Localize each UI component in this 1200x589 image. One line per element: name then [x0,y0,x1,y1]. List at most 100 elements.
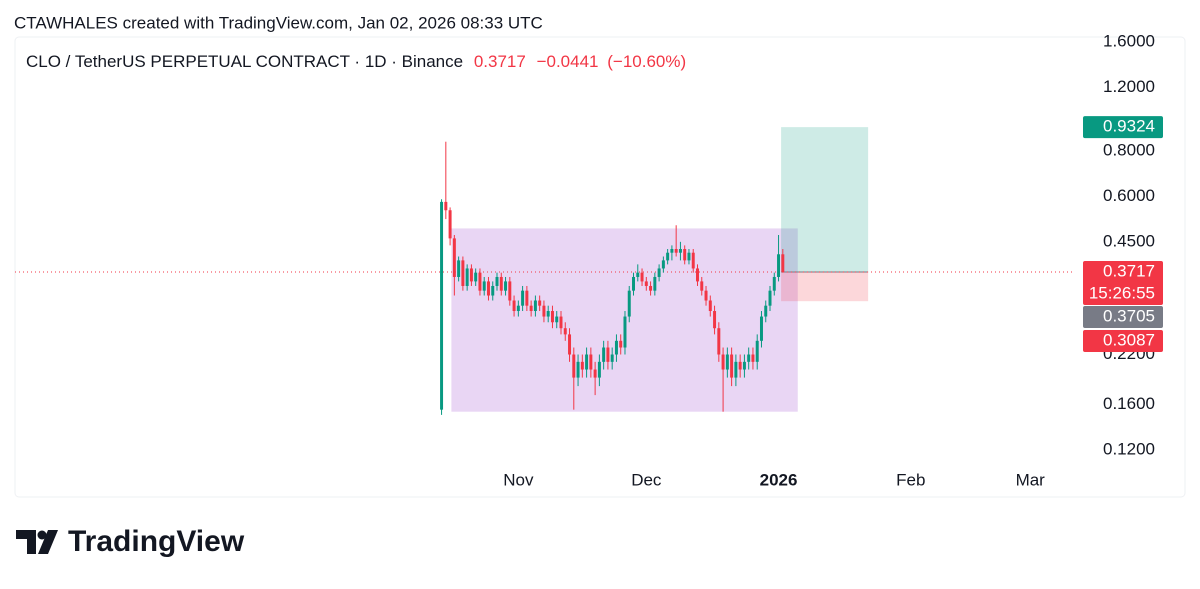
symbol: CLO / TetherUS PERPETUAL CONTRACT · 1D ·… [26,52,463,71]
candle-body [751,354,755,362]
candle-body [683,248,687,261]
plot: 0.12000.16000.22000.45000.60000.80001.20… [15,32,1163,489]
candle-body [504,281,508,291]
candle-body [640,272,644,282]
x-tick-label: 2026 [760,470,798,489]
candle-body [657,268,661,277]
candle-body [576,361,580,378]
candle-body [627,290,631,317]
candle-body [670,248,674,253]
candle-body [550,311,554,323]
candle-body [486,281,490,296]
candle-body [759,316,763,341]
candle-body [781,254,785,272]
logo: TradingView [16,525,245,558]
candle-body [610,354,614,362]
stop-zone [781,271,869,302]
candle-body [742,361,746,370]
candle-body [717,328,721,355]
candle-body [632,276,636,291]
candle-body [508,281,512,301]
x-tick-label: Dec [631,470,662,489]
target-zone [781,127,869,272]
candle-body [499,276,503,291]
candle-body [687,252,691,261]
candle-body [529,305,533,312]
countdown: 15:26:55 [1089,283,1155,302]
candle-body [708,300,712,312]
candle-body [721,354,725,370]
candle-body [512,300,516,312]
candle-body [568,334,572,355]
change: −0.0441 [537,52,599,71]
candle-body [777,254,781,277]
candle-body [734,361,738,378]
candle-body [678,248,682,253]
candle-body [482,281,486,291]
candle-body [674,248,678,253]
candle-body [661,260,665,269]
x-tick-label: Feb [896,470,925,489]
candle-body [649,285,653,291]
y-tick-label: 1.6000 [1103,32,1155,51]
brand: TradingView [68,525,245,558]
candle-body [563,328,567,335]
candle-body [444,201,448,211]
candle-body [768,290,772,306]
candle-body [452,238,456,277]
y-tick-label: 0.1600 [1103,394,1155,413]
x-tick-label: Nov [503,470,534,489]
candle-body [653,276,657,291]
logo-mark [16,530,58,554]
candle-body [713,311,717,329]
y-tick-label: 0.6000 [1103,186,1155,205]
candle-body [516,305,520,312]
candle-body [755,340,759,362]
candle-body [533,300,537,312]
mark-price-box [1083,305,1163,328]
stop-label-box [1083,329,1163,352]
candle-body [700,281,704,291]
candle-body [704,290,708,301]
candle-body [572,354,576,378]
candle-body [747,354,751,362]
candle-body [623,316,627,348]
candle-body [538,300,542,306]
candle-body [546,311,550,317]
candle-body [521,290,525,306]
candle-body [691,252,695,269]
y-tick-label: 0.8000 [1103,141,1155,160]
candle-body [589,354,593,370]
candle-body [725,354,729,370]
last-price: 0.3717 [474,52,526,71]
last-price-box [1083,260,1163,305]
candle-body [469,268,473,282]
y-tick-label: 1.2000 [1103,77,1155,96]
last-price-label: 0.3717 [1103,261,1155,280]
candle-body [542,305,546,317]
candle-body [738,361,742,370]
candle-body [602,347,606,362]
candle-body [666,252,670,261]
candle-body [555,316,559,323]
candle-body [644,281,648,286]
candle-body [525,290,529,306]
y-tick-label: 0.1200 [1103,439,1155,458]
candle-body [772,276,776,291]
candle-body [580,361,584,370]
candle-body [593,369,597,378]
candle-body [495,276,499,286]
candle-body [696,268,699,282]
stop-label: 0.3087 [1103,330,1155,349]
candle-body [597,361,601,378]
candle-body [474,272,478,282]
candle-body [457,260,461,277]
candle-body [448,210,452,239]
y-tick-label: 0.4500 [1103,231,1155,250]
target-label-box [1083,116,1163,139]
candle-body [585,354,589,370]
candle-body [730,354,734,378]
credit: CTAWHALES created with TradingView.com, … [14,13,543,32]
